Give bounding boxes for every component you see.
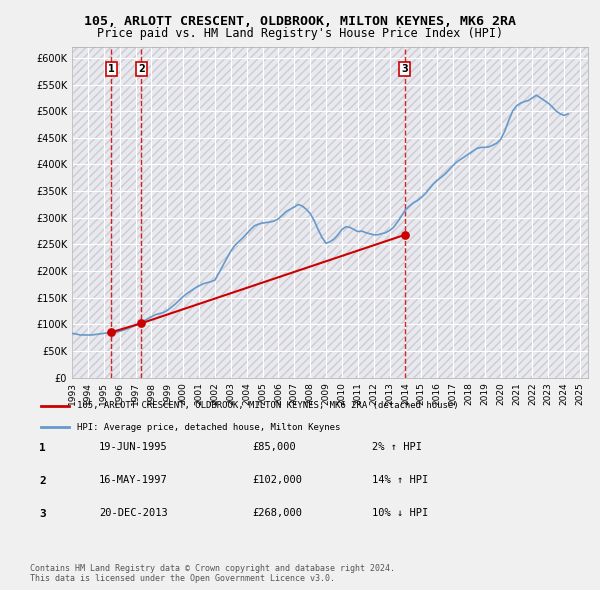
Text: 1: 1 [39, 443, 46, 453]
Text: Contains HM Land Registry data © Crown copyright and database right 2024.
This d: Contains HM Land Registry data © Crown c… [30, 563, 395, 583]
Text: £85,000: £85,000 [252, 442, 296, 452]
Point [400, 230, 410, 240]
Text: £268,000: £268,000 [252, 509, 302, 518]
Text: 16-MAY-1997: 16-MAY-1997 [99, 476, 168, 485]
Text: 105, ARLOTT CRESCENT, OLDBROOK, MILTON KEYNES, MK6 2RA: 105, ARLOTT CRESCENT, OLDBROOK, MILTON K… [84, 15, 516, 28]
Text: 3: 3 [401, 64, 409, 74]
Text: HPI: Average price, detached house, Milton Keynes: HPI: Average price, detached house, Milt… [77, 422, 340, 432]
Point [137, 319, 146, 328]
Point [106, 327, 116, 337]
Text: 105, ARLOTT CRESCENT, OLDBROOK, MILTON KEYNES, MK6 2RA (detached house): 105, ARLOTT CRESCENT, OLDBROOK, MILTON K… [77, 401, 458, 411]
Text: 10% ↓ HPI: 10% ↓ HPI [372, 509, 428, 518]
Text: £102,000: £102,000 [252, 476, 302, 485]
Text: Price paid vs. HM Land Registry's House Price Index (HPI): Price paid vs. HM Land Registry's House … [97, 27, 503, 40]
Text: 1: 1 [107, 64, 115, 74]
Text: 2: 2 [39, 476, 46, 486]
Text: 20-DEC-2013: 20-DEC-2013 [99, 509, 168, 518]
Text: 14% ↑ HPI: 14% ↑ HPI [372, 476, 428, 485]
Text: 2: 2 [138, 64, 145, 74]
Text: 19-JUN-1995: 19-JUN-1995 [99, 442, 168, 452]
Text: 3: 3 [39, 509, 46, 519]
Text: 2% ↑ HPI: 2% ↑ HPI [372, 442, 422, 452]
